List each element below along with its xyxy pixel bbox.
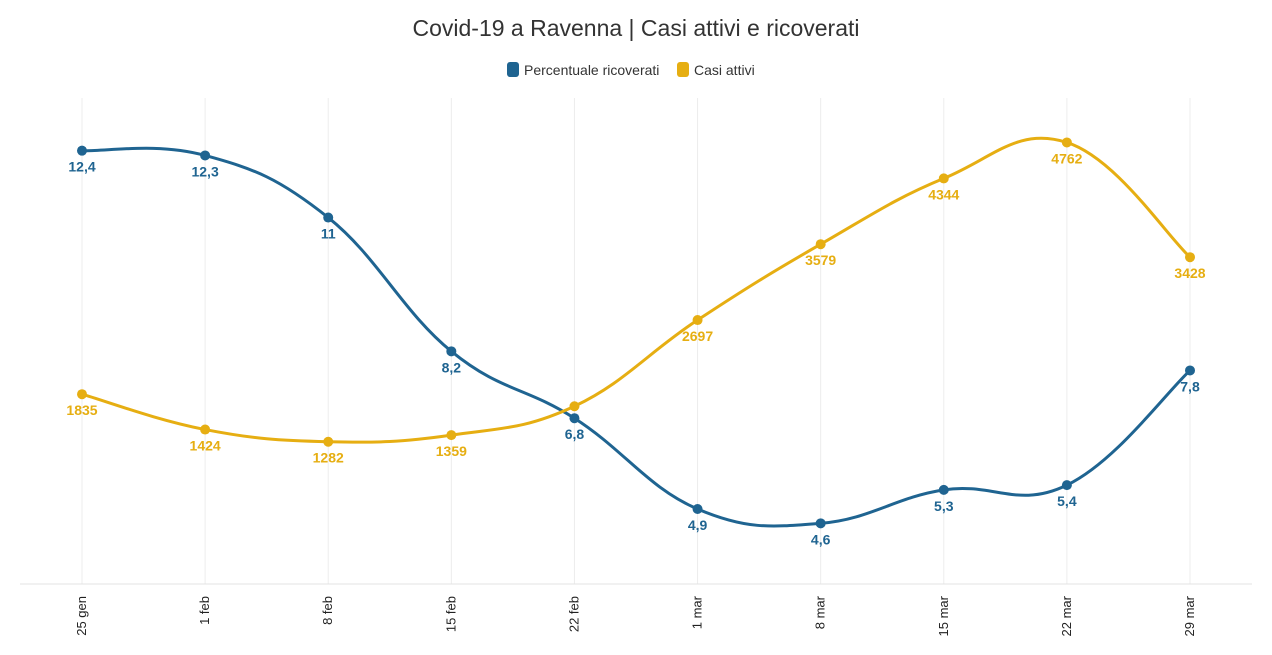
x-tick-label-8-feb: 8 feb <box>320 596 335 625</box>
data-point-casi-attivi-15-mar[interactable] <box>938 173 949 184</box>
data-label-casi-attivi-22-mar: 4762 <box>1051 150 1082 166</box>
legend-item-casi-attivi[interactable]: Casi attivi <box>677 62 755 78</box>
x-tick-label-29-mar: 29 mar <box>1182 595 1197 636</box>
legend-label-percentuale-ricoverati: Percentuale ricoverati <box>524 62 659 78</box>
data-point-casi-attivi-29-mar[interactable] <box>1185 252 1195 263</box>
data-point-percentuale-ricoverati-25-gen[interactable] <box>77 145 87 156</box>
data-label-percentuale-ricoverati-15-mar: 5,3 <box>934 498 954 514</box>
data-point-percentuale-ricoverati-8-mar[interactable] <box>815 518 826 529</box>
series-line-percentuale-ricoverati <box>80 146 1192 528</box>
data-point-percentuale-ricoverati-15-mar[interactable] <box>938 484 949 495</box>
legend-swatch-casi-attivi <box>677 62 689 77</box>
data-label-percentuale-ricoverati-1-mar: 4,9 <box>688 517 708 533</box>
data-point-percentuale-ricoverati-8-feb[interactable] <box>323 212 334 223</box>
data-label-percentuale-ricoverati-22-mar: 5,4 <box>1057 493 1077 509</box>
series-percentuale-ricoverati: 12,4 12,3 11 8,2 6,8 4,9 4,6 5,3 5,4 7,8 <box>68 145 1200 547</box>
legend-swatch-percentuale-ricoverati <box>507 62 519 77</box>
data-point-casi-attivi-25-gen[interactable] <box>77 389 87 400</box>
data-point-percentuale-ricoverati-1-feb[interactable] <box>200 150 211 161</box>
data-label-percentuale-ricoverati-8-mar: 4,6 <box>811 531 831 547</box>
x-tick-label-15-mar: 15 mar <box>936 595 951 636</box>
data-label-percentuale-ricoverati-8-feb: 11 <box>321 226 336 242</box>
data-point-percentuale-ricoverati-22-feb[interactable] <box>569 413 580 424</box>
data-label-casi-attivi-8-feb: 1282 <box>313 450 344 466</box>
data-point-percentuale-ricoverati-1-mar[interactable] <box>692 504 703 514</box>
data-point-percentuale-ricoverati-15-feb[interactable] <box>446 346 457 357</box>
gridlines <box>81 98 1191 584</box>
series-casi-attivi: 1835 1424 1282 1359 2697 3579 4344 4762 3428 <box>66 136 1206 466</box>
data-label-casi-attivi-25-gen: 1835 <box>66 402 97 418</box>
data-label-percentuale-ricoverati-1-feb: 12,3 <box>191 163 218 179</box>
x-tick-label-22-feb: 22 feb <box>566 596 581 632</box>
data-label-percentuale-ricoverati-15-feb: 8,2 <box>442 359 462 375</box>
legend-label-casi-attivi: Casi attivi <box>694 62 755 78</box>
data-label-casi-attivi-15-feb: 1359 <box>436 443 467 459</box>
data-point-casi-attivi-1-mar[interactable] <box>692 315 703 326</box>
data-point-casi-attivi-8-feb[interactable] <box>323 436 334 447</box>
data-label-casi-attivi-1-mar: 2697 <box>682 328 713 344</box>
data-point-percentuale-ricoverati-29-mar[interactable] <box>1185 365 1195 376</box>
data-point-percentuale-ricoverati-22-mar[interactable] <box>1061 480 1072 491</box>
data-point-casi-attivi-15-feb[interactable] <box>446 430 457 441</box>
legend: Percentuale ricoverati Casi attivi <box>507 62 755 78</box>
data-point-casi-attivi-22-feb[interactable] <box>569 401 580 412</box>
x-axis-ticks: 25 gen 1 feb 8 feb 15 feb 22 feb 1 mar 8 mar 15… <box>74 595 1197 636</box>
x-tick-label-1-mar: 1 mar <box>690 595 705 629</box>
data-label-percentuale-ricoverati-25-gen: 12,4 <box>68 159 95 175</box>
legend-item-percentuale-ricoverati[interactable]: Percentuale ricoverati <box>507 62 659 78</box>
x-tick-label-25-gen: 25 gen <box>74 596 89 636</box>
data-point-casi-attivi-8-mar[interactable] <box>815 239 826 250</box>
data-label-percentuale-ricoverati-29-mar: 7,8 <box>1180 378 1200 394</box>
data-point-casi-attivi-22-mar[interactable] <box>1061 137 1072 148</box>
data-label-casi-attivi-1-feb: 1424 <box>190 438 221 454</box>
data-label-casi-attivi-15-mar: 4344 <box>928 186 959 202</box>
x-tick-label-22-mar: 22 mar <box>1059 595 1074 636</box>
data-label-casi-attivi-29-mar: 3428 <box>1174 265 1205 281</box>
x-tick-label-15-feb: 15 feb <box>443 596 458 632</box>
data-label-casi-attivi-8-mar: 3579 <box>805 252 836 268</box>
x-tick-label-1-feb: 1 feb <box>197 596 212 625</box>
x-tick-label-8-mar: 8 mar <box>813 595 828 629</box>
data-point-casi-attivi-1-feb[interactable] <box>200 424 211 435</box>
chart-title: Covid-19 a Ravenna | Casi attivi e ricov… <box>412 15 859 41</box>
series-line-casi-attivi <box>80 136 1192 444</box>
data-label-percentuale-ricoverati-22-feb: 6,8 <box>565 426 585 442</box>
